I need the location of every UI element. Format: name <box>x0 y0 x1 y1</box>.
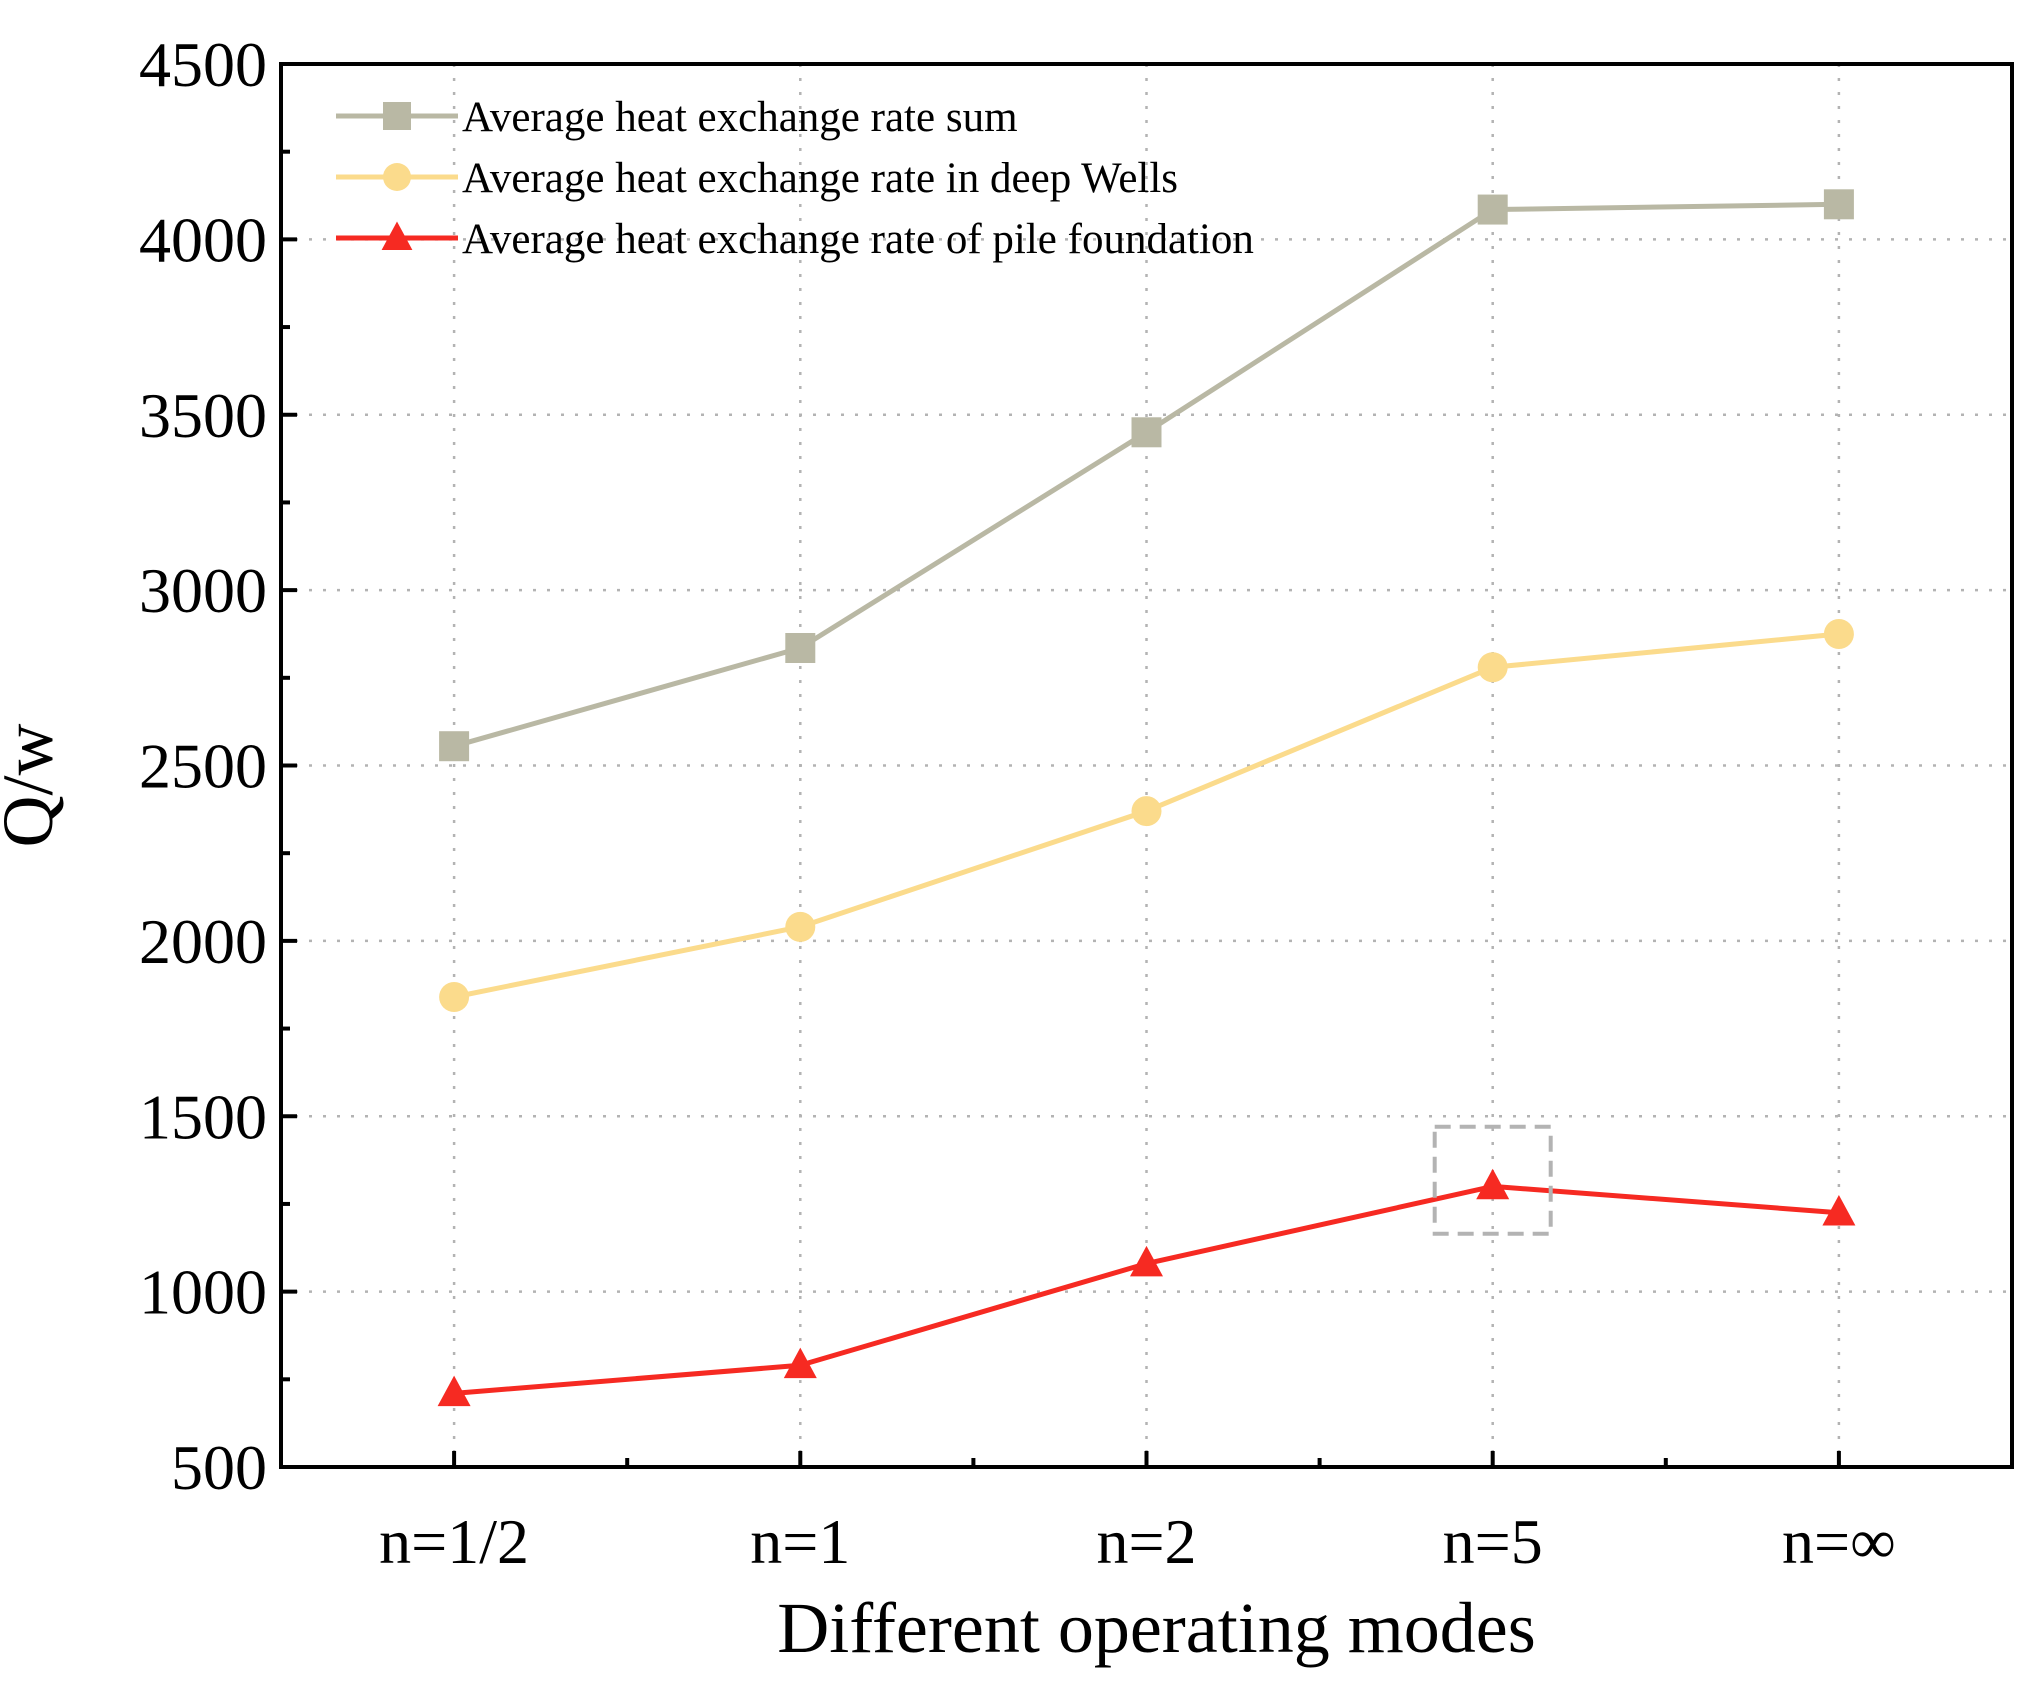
x-tick-label: n=5 <box>1443 1506 1543 1577</box>
y-tick-label: 3500 <box>139 380 267 451</box>
series-average-heat-exchange-rate-in-deep-wells <box>439 618 1854 1012</box>
series-average-heat-exchange-rate-of-pile-foundation <box>437 1168 1856 1407</box>
y-tick-label: 1000 <box>139 1257 267 1328</box>
data-point-triangle <box>1130 1245 1163 1277</box>
grid-lines <box>281 64 2012 1467</box>
plot-frame <box>279 62 2014 1469</box>
legend-marker-triangle <box>381 221 413 250</box>
y-tick-labels: 500 1000 1500 2000 2500 3000 3500 4000 4500 <box>139 29 267 1503</box>
data-point-square <box>1823 189 1854 220</box>
x-tick-label: n=2 <box>1096 1506 1196 1577</box>
data-point-circle <box>1823 618 1854 649</box>
data-point-triangle <box>437 1375 471 1407</box>
series-line <box>453 1183 1840 1396</box>
annotation-layer <box>1432 1124 1553 1236</box>
y-tick-label: 2500 <box>139 731 267 802</box>
data-point-triangle <box>1476 1168 1510 1200</box>
x-tick-labels: n=1/2 n=1 n=2 n=5 n=∞ <box>379 1506 1896 1577</box>
y-tick-label: 2000 <box>139 906 267 977</box>
y-tick-label: 4500 <box>139 29 267 100</box>
series-average-heat-exchange-rate-sum <box>439 189 1854 762</box>
highlight-box <box>1432 1124 1553 1236</box>
data-point-square <box>439 731 470 762</box>
data-point-square <box>1477 194 1508 225</box>
series-layer <box>437 189 1856 1407</box>
data-point-square <box>785 632 816 663</box>
legend-marker-square <box>383 102 411 130</box>
legend-label: Average heat exchange rate in deep Wells <box>462 155 1178 202</box>
legend-item: Average heat exchange rate in deep Wells <box>336 155 1178 202</box>
legend-item: Average heat exchange rate sum <box>336 94 1018 141</box>
axis-ticks <box>281 62 1841 1469</box>
y-tick-label: 4000 <box>139 204 267 275</box>
y-tick-label: 500 <box>171 1432 267 1503</box>
legend-label: Average heat exchange rate sum <box>462 94 1018 141</box>
y-axis-label: Q/w <box>0 724 68 848</box>
data-point-circle <box>1131 796 1162 827</box>
data-point-circle <box>785 911 816 942</box>
data-point-circle <box>1477 652 1508 683</box>
y-tick-label: 1500 <box>139 1081 267 1152</box>
x-tick-label: n=1 <box>750 1506 850 1577</box>
x-tick-label: n=1/2 <box>379 1506 529 1577</box>
x-axis-label: Different operating modes <box>777 1588 1535 1668</box>
data-point-circle <box>439 981 470 1012</box>
legend: Average heat exchange rate sum Average he… <box>336 94 1254 263</box>
data-point-triangle <box>783 1347 817 1379</box>
legend-item: Average heat exchange rate of pile found… <box>336 216 1254 263</box>
series-line <box>453 201 1839 749</box>
legend-label: Average heat exchange rate of pile found… <box>462 216 1254 263</box>
legend-marker-circle <box>383 163 411 191</box>
x-tick-label: n=∞ <box>1782 1506 1896 1577</box>
data-point-triangle <box>1822 1195 1856 1226</box>
y-tick-label: 3000 <box>139 555 267 626</box>
data-point-square <box>1131 417 1162 448</box>
